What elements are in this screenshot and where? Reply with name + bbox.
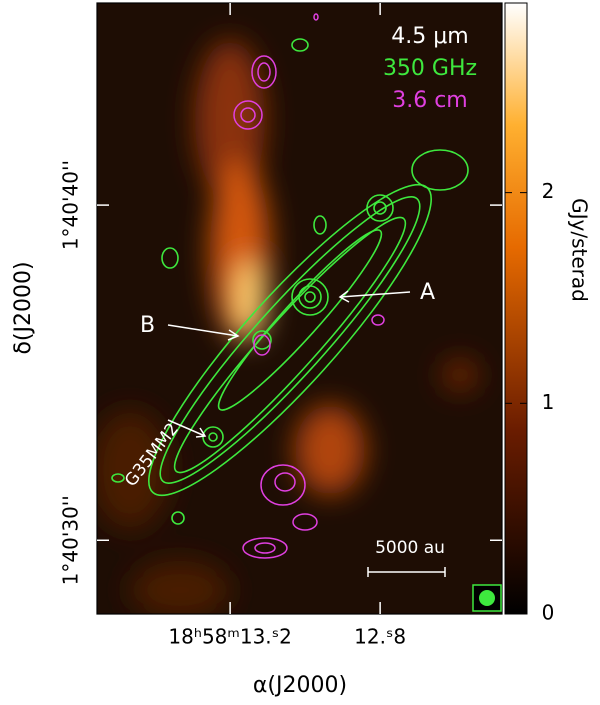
- legend-entry: 350 GHz: [383, 56, 477, 81]
- colorbar-tick-label: 0: [542, 601, 555, 625]
- legend-entry: 3.6 cm: [392, 88, 468, 113]
- legend-entry: 4.5 μm: [391, 24, 468, 49]
- x-tick-label: 18ʰ58ᵐ13.ˢ2: [168, 625, 291, 649]
- colorbar-tick-label: 1: [542, 390, 555, 414]
- contours-350ghz: [111, 38, 469, 525]
- y-tick-label: 1°40'30'': [59, 495, 83, 585]
- annotation: B: [140, 313, 155, 338]
- beam: [479, 590, 495, 606]
- y-axis-label: δ(J2000): [11, 261, 36, 354]
- colorbar: [504, 2, 528, 615]
- colorbar-label: GJy/sterad: [568, 198, 592, 302]
- x-tick-label: 12.ˢ8: [354, 625, 406, 649]
- colorbar-tick-label: 2: [542, 179, 555, 203]
- annotation: A: [420, 280, 435, 305]
- y-tick-label: 1°40'40'': [59, 160, 83, 250]
- annotation: 5000 au: [375, 538, 445, 558]
- contours-3-6cm: [233, 13, 385, 559]
- arrows: [167, 290, 446, 577]
- image: [97, 3, 502, 614]
- frame: [96, 2, 503, 615]
- x-axis-label: α(J2000): [253, 673, 347, 698]
